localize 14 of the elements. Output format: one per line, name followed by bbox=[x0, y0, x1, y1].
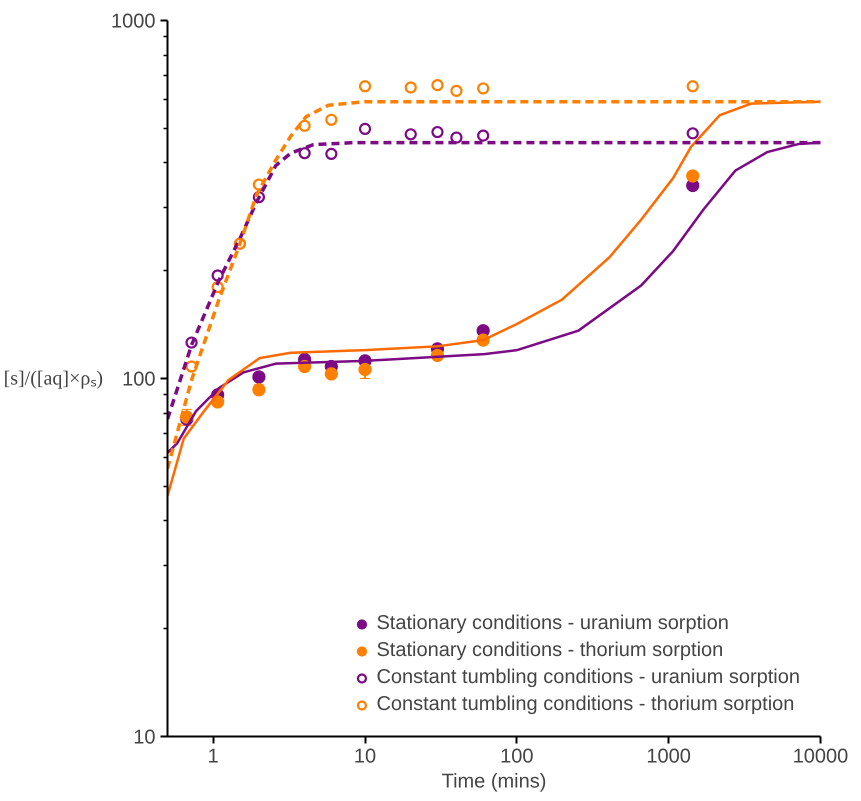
x-tick-label: 10 bbox=[354, 746, 376, 768]
legend-label: Stationary conditions - uranium sorption bbox=[376, 612, 729, 635]
x-tick-label: 10000 bbox=[792, 746, 848, 768]
legend-label: Constant tumbling conditions - uranium sorption bbox=[376, 666, 800, 689]
x-tick-label: 100 bbox=[500, 746, 534, 768]
x-axis-title: Time (mins) bbox=[442, 770, 546, 792]
legend-label: Stationary conditions - thorium sorption bbox=[376, 639, 724, 662]
y-tick-label: 100 bbox=[122, 368, 156, 390]
x-tick-label: 1 bbox=[208, 746, 219, 768]
y-tick-label: 1000 bbox=[111, 10, 156, 32]
y-axis-title: [s]/([aq]×ρₛ) bbox=[4, 368, 104, 390]
y-tick-label: 10 bbox=[133, 726, 156, 748]
x-tick-label: 1000 bbox=[646, 746, 691, 768]
legend-label: Constant tumbling conditions - thorium sorption bbox=[376, 693, 794, 716]
